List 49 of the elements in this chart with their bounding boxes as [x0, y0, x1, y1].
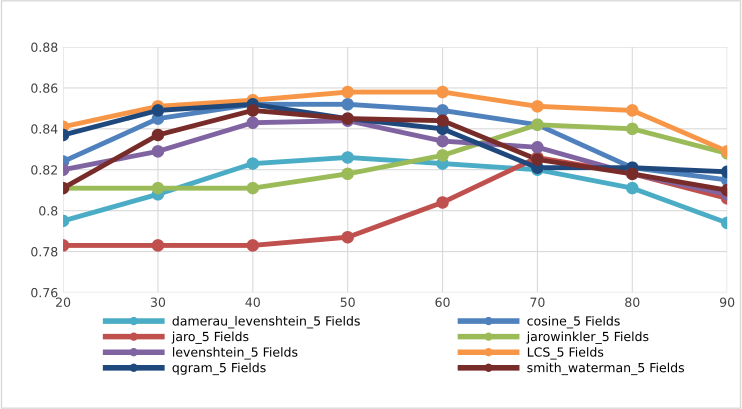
point: [152, 182, 164, 194]
point: [341, 86, 354, 98]
y-tick-label: 0.76: [31, 288, 58, 298]
x-tick-label: 80: [625, 298, 640, 307]
point: [246, 182, 260, 194]
x-tick-label: 30: [150, 298, 166, 307]
x-tick-label: 40: [245, 298, 260, 307]
point: [341, 168, 354, 180]
point: [152, 145, 164, 158]
point: [246, 157, 260, 170]
point: [341, 230, 354, 244]
legend-label: levenshtein_5 Fields: [173, 347, 298, 360]
y-tick-label: 0.8: [39, 206, 58, 216]
point: [531, 140, 544, 154]
legend-label: LCS_5 Fields: [528, 347, 604, 360]
point: [152, 239, 164, 252]
x-tick-label: 20: [56, 298, 70, 307]
point: [531, 100, 544, 113]
legend-label: jaro_5 Fields: [172, 332, 248, 344]
point: [246, 104, 260, 117]
point: [436, 149, 449, 162]
point: [246, 239, 260, 252]
point: [341, 98, 354, 111]
legend-label: damerau_levenshtein_5 Fields: [172, 316, 360, 328]
point: [246, 116, 260, 129]
point: [436, 196, 449, 209]
legend-label: cosine_5 Fields: [527, 316, 620, 328]
x-tick-label: 90: [720, 298, 734, 307]
legend-label: qgram_5 Fields: [172, 362, 266, 376]
x-tick-label: 50: [340, 298, 355, 307]
y-tick-label: 0.82: [31, 165, 57, 175]
y-tick-label: 0.86: [31, 83, 58, 93]
point: [436, 114, 449, 127]
point: [626, 182, 639, 194]
y-tick-label: 0.78: [31, 247, 58, 256]
point: [341, 151, 354, 164]
x-tick-label: 70: [530, 298, 545, 307]
point: [152, 104, 164, 117]
point: [626, 104, 639, 117]
legend-label: jarowinkler_5 Fields: [526, 332, 648, 344]
point: [436, 104, 449, 117]
point: [436, 86, 449, 98]
point: [626, 122, 639, 136]
x-tick-label: 60: [435, 298, 450, 307]
y-tick-label: 0.88: [31, 42, 58, 52]
point: [152, 128, 164, 142]
y-tick-label: 0.84: [31, 124, 58, 134]
point: [436, 134, 449, 148]
legend-label: smith_waterman_5 Fields: [527, 362, 684, 376]
